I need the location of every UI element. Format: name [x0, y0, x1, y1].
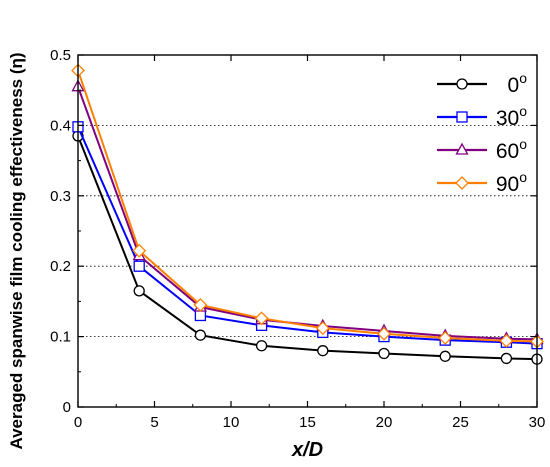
series-line [77, 126, 538, 345]
legend-label: 0o [508, 70, 528, 97]
x-tick-label: 25 [452, 414, 469, 431]
series-line [77, 70, 538, 343]
legend-entry: 60o [437, 136, 527, 163]
data-point [315, 321, 330, 336]
legend-entry: 30o [437, 103, 527, 130]
legend-label: 90o [496, 169, 527, 196]
series-line [77, 86, 538, 341]
data-point [194, 329, 207, 341]
legend-label: 60o [496, 136, 527, 163]
x-tick-label: 15 [299, 414, 316, 431]
data-point [438, 331, 453, 345]
series-0 [72, 130, 543, 365]
legend-marker [456, 111, 468, 123]
legend-entry: 0o [437, 70, 527, 97]
y-tick-label: 0.5 [50, 47, 71, 64]
y-tick-label: 0.4 [50, 117, 71, 134]
plot-frame [77, 54, 538, 408]
x-tick-label: 20 [376, 414, 393, 431]
x-tick-label: 0 [74, 414, 82, 431]
data-point [255, 340, 268, 352]
series-30 [72, 121, 543, 350]
data-point [377, 326, 391, 341]
x-tick-label: 30 [529, 414, 546, 431]
axis-ticks: 0 5 10 15 20 25 30 0 0.1 0.2 0.3 0.4 0.5 [50, 47, 545, 431]
series-90 [71, 63, 544, 349]
data-point [132, 243, 147, 258]
legend: 0o 30o 60o 90o [437, 70, 527, 196]
y-tick-label: 0.3 [50, 188, 71, 205]
gridlines [78, 125, 537, 338]
data-point [194, 309, 207, 322]
data-point [499, 333, 514, 348]
legend-marker [456, 78, 468, 90]
y-axis-title: Averaged spanwise film cooling effective… [7, 52, 26, 449]
y-tick-label: 0.1 [50, 329, 71, 346]
data-point [133, 285, 145, 297]
data-point [254, 311, 269, 326]
y-tick-label: 0 [63, 399, 71, 416]
series-layer [71, 63, 544, 365]
x-axis-title: x/D [291, 439, 323, 461]
series-60 [71, 79, 544, 345]
data-point [133, 260, 145, 272]
data-point [439, 350, 451, 362]
data-point [500, 352, 513, 365]
x-tick-label: 10 [223, 414, 240, 431]
y-tick-label: 0.2 [50, 258, 71, 275]
legend-entry: 90o [437, 169, 527, 196]
data-point [193, 298, 208, 312]
data-point [378, 347, 390, 360]
data-point [317, 345, 329, 357]
x-tick-label: 5 [150, 414, 158, 431]
legend-marker [455, 142, 469, 155]
legend-marker [455, 176, 469, 190]
legend-label: 30o [496, 103, 527, 130]
